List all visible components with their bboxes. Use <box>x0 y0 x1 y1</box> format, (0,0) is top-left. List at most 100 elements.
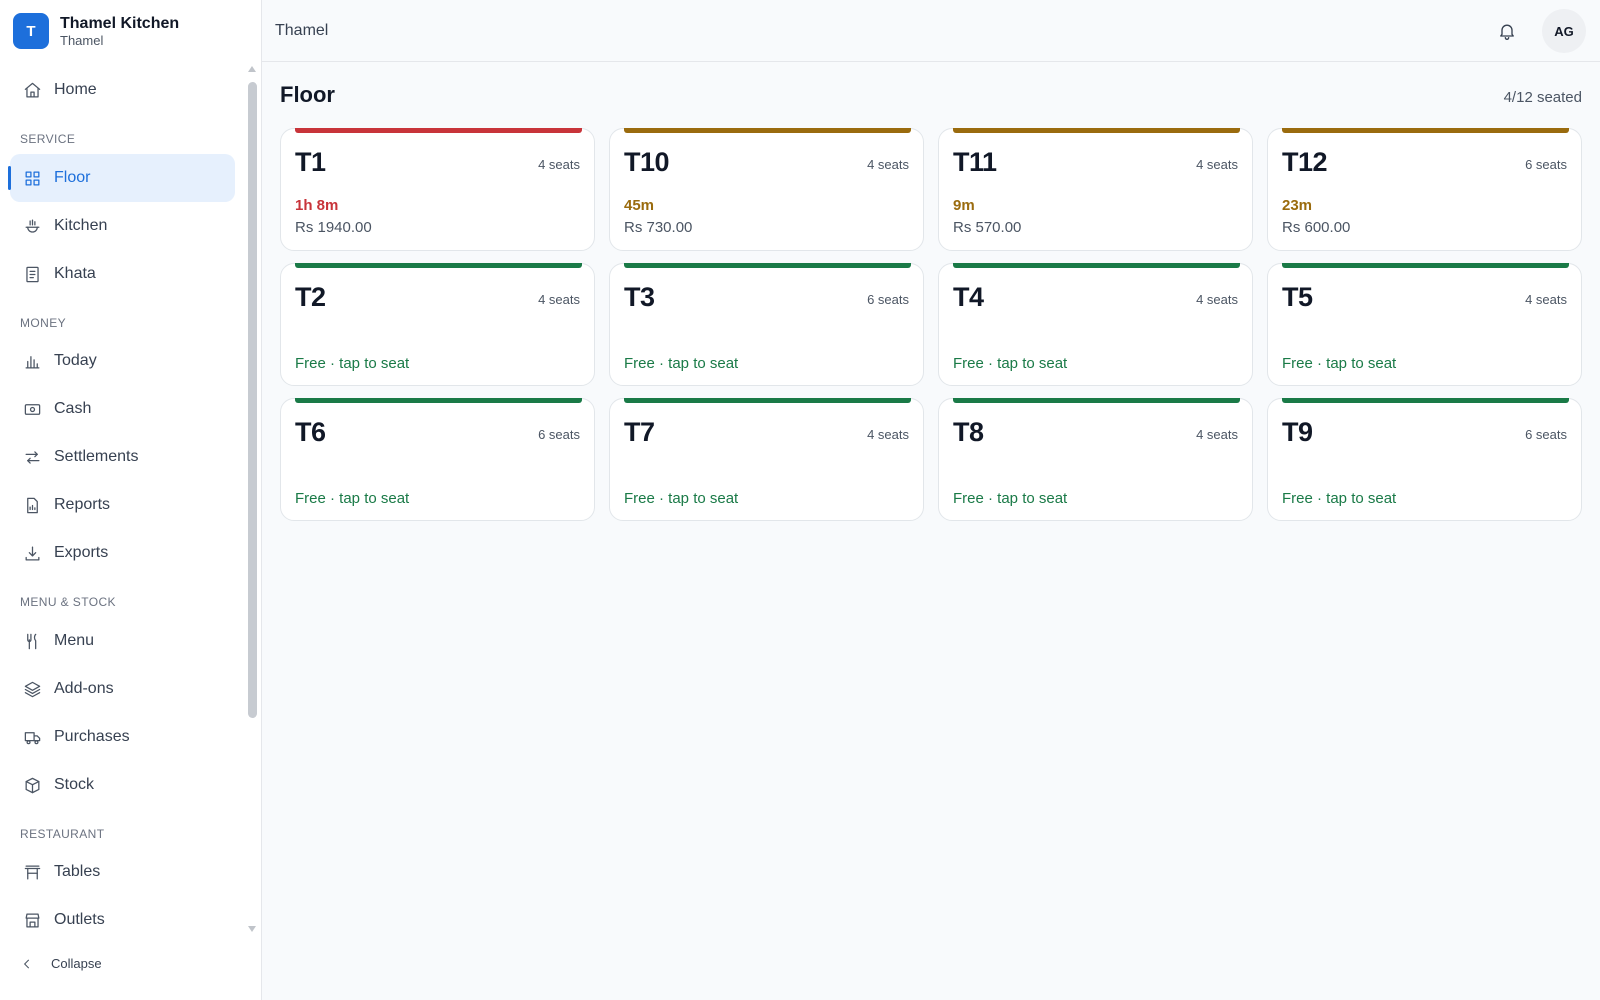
table-seats: 4 seats <box>1196 292 1238 307</box>
sidebar-item-cash[interactable]: Cash <box>10 385 235 433</box>
table-name: T2 <box>295 282 326 312</box>
free-status: Free · tap to seat <box>953 490 1068 507</box>
free-status: Free · tap to seat <box>295 355 410 372</box>
table-name: T5 <box>1282 282 1313 312</box>
sidebar-item-label: Cash <box>54 400 92 417</box>
scroll-down-icon[interactable] <box>248 926 256 932</box>
brand-logo: T <box>13 13 49 49</box>
bill-amount: Rs 1940.00 <box>295 219 372 236</box>
sidebar-item-purchases[interactable]: Purchases <box>10 713 235 761</box>
table-seats: 6 seats <box>1525 157 1567 172</box>
free-status: Free · tap to seat <box>953 355 1068 372</box>
status-bar <box>1282 128 1569 133</box>
topbar-title: Thamel <box>275 22 329 39</box>
brand-name: Thamel Kitchen <box>60 14 180 32</box>
sidebar-item-menu[interactable]: Menu <box>10 617 235 665</box>
status-bar <box>295 263 582 268</box>
brand-text: Thamel Kitchen Thamel <box>60 14 179 49</box>
sidebar-item-stock[interactable]: Stock <box>10 761 235 809</box>
table-seats: 4 seats <box>867 427 909 442</box>
scroll-thumb[interactable] <box>248 82 257 718</box>
section-label-service: SERVICE <box>20 132 76 146</box>
sidebar-item-floor[interactable]: Floor <box>8 154 235 202</box>
status-bar <box>624 398 911 403</box>
sidebar-item-exports[interactable]: Exports <box>10 529 235 577</box>
table-name: T3 <box>624 282 655 312</box>
bill-amount: Rs 570.00 <box>953 219 1022 236</box>
table-card[interactable]: T5 4 seats Free · tap to seat <box>1267 263 1582 386</box>
sidebar-item-today[interactable]: Today <box>10 337 235 385</box>
sidebar-item-khata[interactable]: Khata <box>10 250 235 298</box>
table-seats: 4 seats <box>538 292 580 307</box>
status-bar <box>953 398 1240 403</box>
sidebar-item-add-ons[interactable]: Add-ons <box>10 665 235 713</box>
section-label-menu-stock: MENU & STOCK <box>20 595 116 609</box>
table-card[interactable]: T4 4 seats Free · tap to seat <box>938 263 1253 386</box>
page-title: Floor <box>280 82 335 107</box>
notifications-button[interactable] <box>1494 18 1520 44</box>
sidebar-item-tables[interactable]: Tables <box>10 848 235 896</box>
table-icon <box>22 862 42 882</box>
store-icon <box>22 910 42 930</box>
sidebar-item-kitchen[interactable]: Kitchen <box>10 202 235 250</box>
brand[interactable]: T Thamel Kitchen Thamel <box>13 13 179 49</box>
bell-icon <box>1500 24 1514 40</box>
home-icon <box>22 80 42 100</box>
table-seats: 4 seats <box>1196 427 1238 442</box>
table-name: T7 <box>624 417 655 447</box>
table-card[interactable]: T3 6 seats Free · tap to seat <box>609 263 924 386</box>
table-card[interactable]: T7 4 seats Free · tap to seat <box>609 398 924 521</box>
seated-summary: 4/12 seated <box>1503 89 1582 106</box>
table-seats: 6 seats <box>538 427 580 442</box>
status-bar <box>953 263 1240 268</box>
status-bar <box>624 263 911 268</box>
elapsed-time: 45m <box>624 197 655 214</box>
brand-outlet: Thamel <box>60 32 104 48</box>
chevron-left-icon <box>23 959 30 968</box>
bar-chart-icon <box>22 351 42 371</box>
avatar[interactable]: AG <box>1542 9 1586 53</box>
collapse-button[interactable]: Collapse <box>20 956 102 971</box>
scroll-up-icon[interactable] <box>248 66 256 72</box>
section-label-money: MONEY <box>20 316 67 330</box>
sidebar-item-home[interactable]: Home <box>10 66 235 114</box>
report-icon <box>22 495 42 515</box>
pot-icon <box>22 216 42 236</box>
sidebar: T Thamel Kitchen Thamel Home SERVICE Flo… <box>0 0 262 1000</box>
sidebar-item-label: Today <box>54 352 97 369</box>
status-bar <box>624 128 911 133</box>
sidebar-item-reports[interactable]: Reports <box>10 481 235 529</box>
truck-icon <box>22 727 42 747</box>
sidebar-item-label: Tables <box>54 863 101 880</box>
status-bar <box>295 128 582 133</box>
table-card[interactable]: T2 4 seats Free · tap to seat <box>280 263 595 386</box>
bill-amount: Rs 730.00 <box>624 219 693 236</box>
bill-amount: Rs 600.00 <box>1282 219 1351 236</box>
free-status: Free · tap to seat <box>624 490 739 507</box>
sidebar-item-label: Menu <box>54 632 95 649</box>
table-seats: 4 seats <box>1196 157 1238 172</box>
sidebar-scrollbar[interactable] <box>248 66 257 932</box>
table-card[interactable]: T11 4 seats 9m Rs 570.00 <box>938 128 1253 251</box>
table-card[interactable]: T10 4 seats 45m Rs 730.00 <box>609 128 924 251</box>
sidebar-item-label: Add-ons <box>54 680 114 697</box>
table-seats: 4 seats <box>1525 292 1567 307</box>
table-card[interactable]: T12 6 seats 23m Rs 600.00 <box>1267 128 1582 251</box>
table-name: T9 <box>1282 417 1313 447</box>
table-seats: 4 seats <box>538 157 580 172</box>
table-seats: 6 seats <box>1525 427 1567 442</box>
table-card[interactable]: T1 4 seats 1h 8m Rs 1940.00 <box>280 128 595 251</box>
sidebar-nav: Home SERVICE Floor Kitchen Khata MONEY T… <box>0 66 246 932</box>
arrows-icon <box>22 447 42 467</box>
layers-icon <box>22 679 42 699</box>
collapse-label: Collapse <box>51 956 102 971</box>
free-status: Free · tap to seat <box>1282 355 1397 372</box>
table-card[interactable]: T8 4 seats Free · tap to seat <box>938 398 1253 521</box>
table-name: T11 <box>953 147 997 177</box>
table-card[interactable]: T9 6 seats Free · tap to seat <box>1267 398 1582 521</box>
sidebar-item-label: Settlements <box>54 448 139 465</box>
sidebar-item-outlets[interactable]: Outlets <box>10 896 235 932</box>
table-card[interactable]: T6 6 seats Free · tap to seat <box>280 398 595 521</box>
table-name: T6 <box>295 417 326 447</box>
sidebar-item-settlements[interactable]: Settlements <box>10 433 235 481</box>
